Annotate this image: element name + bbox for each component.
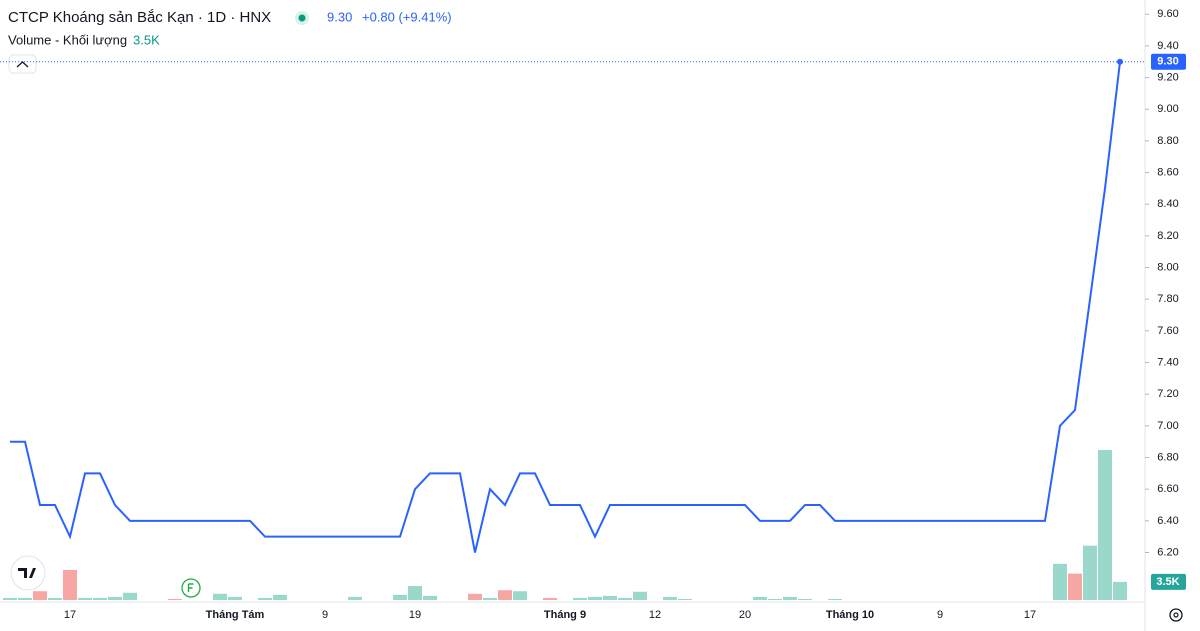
y-tick-label: 6.40 <box>1157 515 1178 527</box>
volume-bar <box>513 591 527 600</box>
volume-bar <box>588 596 602 600</box>
logo-mark <box>18 568 36 578</box>
x-tick-label: 17 <box>1024 609 1036 621</box>
volume-bar <box>483 597 497 600</box>
volume-bar <box>213 593 227 600</box>
settings-icon[interactable] <box>1169 608 1183 622</box>
volume-bar <box>753 596 767 600</box>
volume-value: 3.5K <box>133 32 160 47</box>
volume-bar <box>828 598 842 600</box>
volume-bar <box>273 594 287 600</box>
y-tick-label: 9.20 <box>1157 71 1178 83</box>
logo[interactable] <box>10 555 46 591</box>
volume-bar <box>678 598 692 600</box>
volume-bar <box>393 594 407 600</box>
volume-bar <box>1113 581 1127 600</box>
price-line <box>10 61 1121 553</box>
y-tick-label: 8.60 <box>1157 166 1178 178</box>
volume-bar <box>18 597 32 600</box>
collapse-button[interactable] <box>8 54 37 74</box>
settings-core <box>1173 612 1179 618</box>
volume-bar <box>603 595 617 600</box>
volume-bar <box>63 570 77 600</box>
y-tick-label: 6.20 <box>1157 546 1178 558</box>
volume-bar <box>348 596 362 600</box>
y-tick-label: 7.40 <box>1157 356 1178 368</box>
volume-bar <box>258 597 272 600</box>
y-tick-label: 6.80 <box>1157 451 1178 463</box>
y-tick-label: 7.80 <box>1157 293 1178 305</box>
x-tick-label: 12 <box>649 609 661 621</box>
x-tick-label: Tháng Tám <box>206 609 265 621</box>
volume-bar <box>468 593 482 600</box>
collapse-icon <box>16 61 29 68</box>
price-change: +0.80 (+9.41%) <box>362 9 452 24</box>
price: 9.30 <box>327 9 352 24</box>
volume-bar <box>1098 450 1112 600</box>
y-tick-label: 8.20 <box>1157 230 1178 242</box>
last-price-box <box>1151 53 1186 70</box>
volume-bar <box>573 597 587 600</box>
volume-bar <box>783 596 797 600</box>
y-tick-label: 9.00 <box>1157 103 1178 115</box>
volume-bar <box>768 598 782 600</box>
y-tick-label: 9.40 <box>1157 40 1178 52</box>
volume-bar <box>618 597 632 600</box>
y-tick-label: 7.00 <box>1157 420 1178 432</box>
volume-bar <box>228 596 242 600</box>
y-tick-label: 9.60 <box>1157 8 1178 20</box>
volume-bar <box>663 596 677 600</box>
volume-bar <box>108 596 122 600</box>
volume-bar <box>168 598 182 600</box>
volume-bar <box>33 591 47 600</box>
y-tick-label: 7.20 <box>1157 388 1178 400</box>
y-tick-label: 8.80 <box>1157 135 1178 147</box>
volume-bar <box>93 597 107 600</box>
volume-bar <box>423 595 437 600</box>
y-tick-label: 8.00 <box>1157 261 1178 273</box>
last-price-label: 9.30 <box>1157 56 1178 68</box>
volume-bar <box>1068 573 1082 600</box>
volume-bar <box>123 592 137 600</box>
volume-bar <box>1083 545 1097 600</box>
x-tick-label: 9 <box>322 609 328 621</box>
volume-title: Volume - Khối lượng <box>8 32 127 47</box>
last-point <box>1117 58 1123 65</box>
volume-bar <box>408 586 422 600</box>
volume-bar <box>798 598 812 600</box>
volume-bar <box>543 597 557 600</box>
volume-bar <box>78 597 92 600</box>
x-tick-label: 19 <box>409 609 421 621</box>
volume-label-box <box>1151 573 1186 590</box>
volume-bar <box>1053 563 1067 600</box>
x-tick-label: 17 <box>64 609 76 621</box>
status-dot <box>298 14 306 22</box>
x-tick-label: 9 <box>937 609 943 621</box>
volume-bar <box>633 591 647 600</box>
chart-title: CTCP Khoáng sản Bắc Kạn · 1D · HNX <box>8 9 271 26</box>
volume-label: 3.5K <box>1156 576 1179 588</box>
x-tick-label: Tháng 9 <box>544 609 586 621</box>
y-tick-label: 8.40 <box>1157 198 1178 210</box>
y-tick-label: 6.60 <box>1157 483 1178 495</box>
event-letter <box>187 583 194 592</box>
x-tick-label: Tháng 10 <box>826 609 874 621</box>
volume-bar <box>498 590 512 600</box>
y-tick-label: 7.60 <box>1157 325 1178 337</box>
volume-bar <box>48 597 62 600</box>
volume-bar <box>3 597 17 600</box>
x-tick-label: 20 <box>739 609 751 621</box>
